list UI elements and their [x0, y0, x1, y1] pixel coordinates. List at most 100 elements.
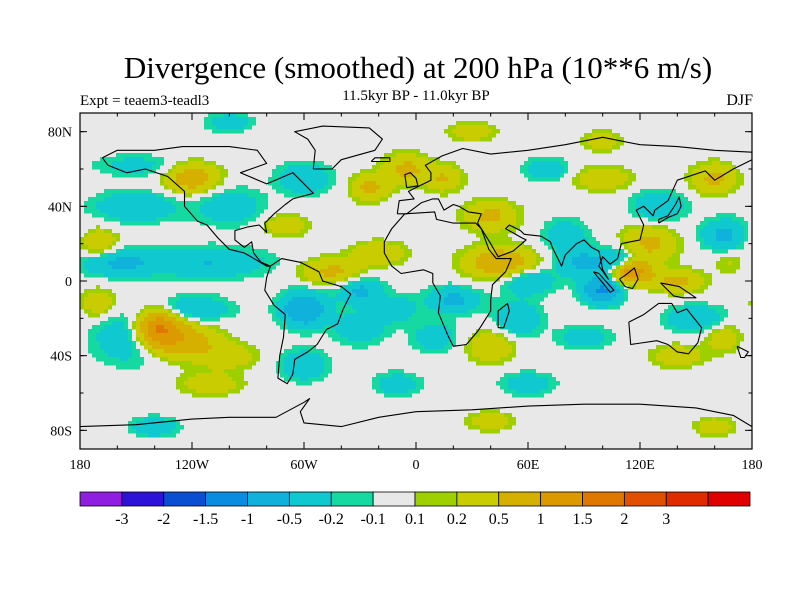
- field-cell: [588, 189, 616, 194]
- field-cell: [676, 325, 704, 330]
- field-cell: [572, 257, 604, 262]
- field-cell: [456, 249, 468, 254]
- field-cell: [144, 157, 164, 162]
- field-cell: [436, 177, 448, 182]
- field-cell: [740, 221, 748, 226]
- field-cell: [216, 225, 240, 230]
- field-cell: [272, 233, 304, 238]
- field-cell: [328, 333, 340, 338]
- field-cell: [132, 341, 136, 346]
- field-cell: [80, 257, 88, 262]
- field-cell: [144, 317, 156, 322]
- field-cell: [264, 257, 280, 262]
- field-cell: [284, 365, 324, 370]
- field-cell: [84, 309, 92, 314]
- field-cell: [592, 129, 612, 134]
- experiment-label: Expt = teaem3-teadl3: [80, 93, 210, 109]
- field-cell: [348, 281, 352, 286]
- field-cell: [580, 173, 628, 178]
- field-cell: [580, 177, 628, 182]
- field-cell: [92, 325, 104, 330]
- field-cell: [272, 185, 284, 190]
- field-cell: [88, 329, 100, 334]
- field-cell: [624, 297, 628, 302]
- field-cell: [536, 309, 544, 314]
- field-cell: [616, 233, 624, 238]
- field-cell: [616, 293, 624, 298]
- field-cell: [252, 213, 260, 218]
- field-cell: [96, 337, 128, 342]
- field-cell: [252, 353, 260, 358]
- field-cell: [152, 345, 212, 350]
- colorbar-label: 0.1: [405, 511, 425, 528]
- field-cell: [228, 309, 240, 314]
- field-cell: [308, 257, 320, 262]
- field-cell: [208, 365, 236, 370]
- field-cell: [464, 201, 476, 206]
- field-cell: [352, 345, 368, 350]
- field-cell: [264, 221, 268, 226]
- field-cell: [744, 233, 748, 238]
- field-cell: [200, 209, 256, 214]
- colorbar-label: -3: [115, 511, 128, 528]
- field-cell: [708, 341, 736, 346]
- field-cell: [460, 273, 472, 278]
- field-cell: [520, 273, 528, 278]
- field-cell: [552, 261, 556, 266]
- field-cell: [616, 249, 624, 254]
- colorbar-swatch: [121, 491, 165, 507]
- field-cell: [732, 345, 740, 350]
- field-cell: [712, 245, 736, 250]
- field-cell: [324, 305, 336, 310]
- field-cell: [328, 177, 336, 182]
- field-cell: [276, 301, 288, 306]
- field-cell: [404, 329, 416, 334]
- field-cell: [660, 365, 692, 370]
- field-cell: [136, 313, 140, 318]
- field-cell: [464, 297, 480, 302]
- colorbar-swatch: [79, 491, 123, 507]
- field-cell: [416, 385, 424, 390]
- field-cell: [200, 221, 248, 226]
- field-cell: [472, 341, 508, 346]
- field-cell: [628, 229, 668, 234]
- field-cell: [232, 377, 244, 382]
- field-cell: [204, 181, 216, 186]
- field-cell: [472, 421, 508, 426]
- field-cell: [292, 345, 316, 350]
- field-cell: [176, 177, 208, 182]
- map-axes: 180 120W 60W 0 60E 120E 180 80N 40N 0 40S 80S: [48, 113, 763, 473]
- field-cell: [300, 349, 308, 354]
- field-cell: [248, 193, 268, 198]
- field-cell: [604, 333, 616, 338]
- field-cell: [456, 125, 488, 130]
- field-cell: [508, 329, 512, 334]
- field-cell: [100, 157, 124, 162]
- field-cell: [536, 253, 540, 258]
- field-cell: [112, 165, 152, 170]
- field-cell: [452, 257, 460, 262]
- field-cell: [716, 233, 732, 238]
- field-cell: [564, 325, 604, 330]
- field-cell: [700, 189, 728, 194]
- field-cell: [160, 433, 176, 438]
- field-cell: [280, 173, 328, 178]
- field-cell: [472, 353, 508, 358]
- field-cell: [676, 249, 684, 254]
- field-cell: [712, 321, 720, 326]
- field-cell: [604, 337, 616, 342]
- field-cell: [352, 181, 364, 186]
- colorbar-swatch: [540, 491, 583, 507]
- field-cell: [96, 225, 100, 230]
- field-cell: [260, 265, 276, 270]
- field-cell: [172, 305, 176, 310]
- field-cell: [284, 309, 324, 314]
- x-tick-label: 60E: [517, 458, 540, 473]
- field-cell: [220, 173, 228, 178]
- field-cell: [704, 217, 720, 222]
- divergence-field: [80, 113, 752, 438]
- field-cell: [564, 337, 604, 342]
- field-cell: [400, 173, 412, 178]
- field-cell: [700, 429, 728, 434]
- field-cell: [580, 297, 592, 302]
